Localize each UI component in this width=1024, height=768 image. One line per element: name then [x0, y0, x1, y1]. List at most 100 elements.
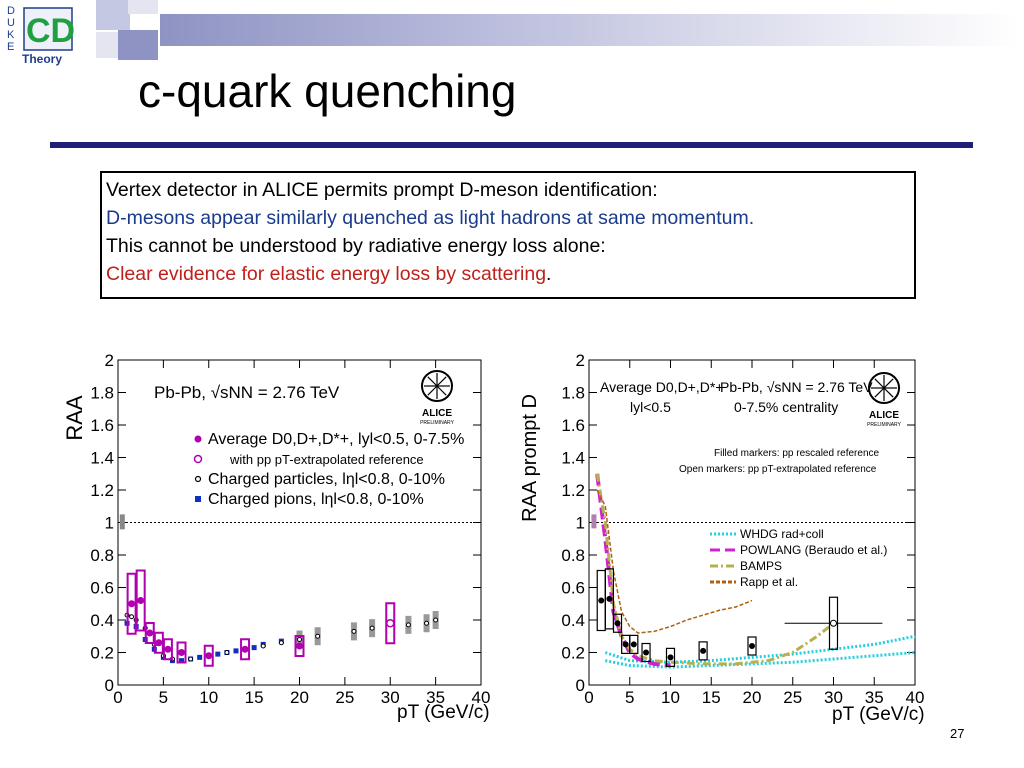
page-title: c-quark quenching — [138, 65, 517, 117]
header-square — [128, 0, 158, 14]
alice-logo-spoke — [874, 378, 885, 389]
d-meson-point — [630, 641, 637, 648]
legend-marker — [193, 454, 203, 464]
y-tick-label: 2 — [576, 351, 585, 370]
d-meson-point — [137, 597, 145, 604]
y-tick-label: 0.8 — [90, 546, 114, 565]
alice-logo-spoke — [883, 378, 894, 389]
chart-annotation: Pb-Pb, √sNN = 2.76 TeV — [154, 383, 340, 402]
d-meson-sys-box — [612, 613, 623, 633]
legend-label: Charged pions, lηl<0.8, 0-10% — [208, 491, 424, 508]
y-axis-label: RAA — [62, 395, 87, 441]
legend-label: Average D0,D+,D*+, lyl<0.5, 0-7.5% — [208, 431, 464, 448]
d-meson-sys-box — [153, 631, 164, 654]
x-tick-label: 20 — [743, 688, 762, 707]
alice-logo-spoke — [436, 376, 447, 387]
y-tick-label: 0 — [576, 676, 585, 695]
d-meson-sys-box — [629, 634, 639, 654]
page-number: 27 — [950, 726, 965, 741]
legend-label: POWLANG (Beraudo et al.) — [740, 543, 887, 557]
title-rule — [50, 142, 973, 148]
d-meson-point — [700, 647, 707, 654]
alice-logo-spoke — [427, 385, 438, 396]
alice-logo-text: ALICE — [869, 410, 899, 421]
d-meson-sys-box — [641, 642, 651, 663]
y-tick-label: 1 — [576, 514, 585, 533]
x-tick-label: 25 — [335, 688, 354, 707]
d-meson-sys-box — [240, 638, 251, 661]
alice-logo-spoke — [874, 387, 885, 398]
d-meson-sys-box — [176, 641, 187, 664]
x-tick-label: 0 — [584, 688, 593, 707]
pion-point — [197, 654, 203, 660]
charged-particle-point — [224, 650, 230, 655]
alice-logo-subtext: PRELIMINARY — [420, 420, 454, 426]
logo-word: Theory — [22, 52, 62, 66]
d-meson-sys-box — [162, 638, 173, 661]
logo-letter: E — [7, 41, 14, 53]
summary-line-4: Clear evidence for elastic energy loss b… — [106, 262, 551, 286]
x-tick-label: 10 — [199, 688, 218, 707]
summary-line-4-text: Clear evidence for elastic energy loss b… — [106, 263, 547, 285]
d-meson-point — [178, 649, 186, 656]
pion-point — [233, 648, 239, 654]
header-gradient-band — [160, 14, 1020, 46]
summary-textbox: Vertex detector in ALICE permits prompt … — [100, 171, 916, 299]
pion-point — [251, 645, 257, 651]
x-axis-label: pT (GeV/c) — [832, 704, 925, 725]
legend-marker — [195, 496, 201, 502]
header-square — [118, 30, 158, 60]
model-curve — [596, 489, 753, 634]
chart-annotation: Average D0,D+,D*+ — [600, 379, 723, 395]
y-tick-label: 0.2 — [561, 644, 585, 663]
chart-annotation: Pb-Pb, √sNN = 2.76 TeV — [720, 379, 873, 395]
y-tick-label: 0.4 — [90, 611, 114, 630]
d-meson-point — [241, 645, 249, 653]
x-tick-label: 5 — [159, 688, 168, 707]
d-meson-open-point — [830, 619, 837, 627]
x-tick-label: 40 — [906, 688, 925, 707]
raa-chart-left: 0 5 10 15 20 25 30 35 40 0 0.2 0.4 0.6 0.8 1 1.2 1.4 1.6 1… — [62, 351, 491, 723]
y-tick-label: 0.4 — [561, 611, 585, 630]
raa-chart-right: 0 5 10 15 20 25 30 35 40 0 0.2 0.4 0.6 0.8 1 1.2 1.4 1.6 1… — [519, 351, 925, 725]
chart-note: Open markers: pp pT-extrapolated referen… — [679, 464, 877, 475]
d-meson-point — [128, 600, 136, 608]
y-tick-label: 1 — [105, 514, 114, 533]
chart-annotation: 0-7.5% centrality — [734, 399, 838, 415]
x-axis-label: pT (GeV/c) — [397, 702, 490, 723]
d-meson-sys-box — [126, 572, 137, 635]
model-curve — [605, 651, 916, 669]
y-tick-label: 0.2 — [90, 644, 114, 663]
legend-marker — [194, 435, 202, 443]
norm-box — [591, 514, 597, 529]
y-tick-label: 1.8 — [90, 384, 114, 403]
x-tick-label: 15 — [702, 688, 721, 707]
pion-point — [179, 658, 185, 664]
y-tick-label: 0.6 — [561, 579, 585, 598]
d-meson-point — [667, 654, 674, 661]
header-square — [96, 0, 130, 30]
alice-logo-subtext: PRELIMINARY — [867, 422, 901, 428]
x-tick-label: 5 — [625, 688, 634, 707]
d-meson-point — [598, 597, 605, 604]
charged-particle-point — [369, 625, 375, 631]
pion-point — [215, 651, 221, 657]
d-meson-sys-box — [135, 569, 146, 632]
d-meson-point — [606, 595, 613, 602]
x-tick-label: 35 — [426, 688, 445, 707]
d-meson-point — [205, 652, 213, 660]
x-tick-label: 15 — [245, 688, 264, 707]
summary-line-2: D-mesons appear similarly quenched as li… — [106, 207, 755, 229]
norm-box — [119, 514, 125, 530]
x-tick-label: 0 — [113, 688, 122, 707]
y-tick-label: 1.2 — [90, 481, 114, 500]
x-tick-label: 30 — [381, 688, 400, 707]
model-curve — [604, 634, 916, 664]
chart-note: Filled markers: pp rescaled reference — [714, 448, 880, 459]
logo-letter: K — [7, 29, 15, 41]
model-curve — [595, 473, 835, 666]
y-tick-label: 1.4 — [561, 449, 585, 468]
x-tick-label: 40 — [472, 688, 491, 707]
y-tick-label: 0.6 — [90, 579, 114, 598]
legend-label: WHDG rad+coll — [740, 527, 824, 541]
